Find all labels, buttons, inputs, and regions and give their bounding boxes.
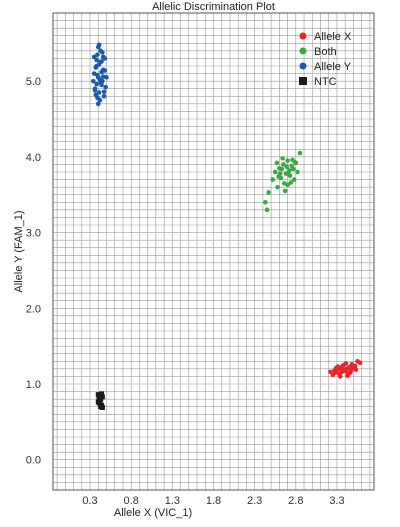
data-point [103, 84, 108, 90]
y-tick-label: 3.0 [26, 228, 41, 240]
data-point [96, 90, 102, 95]
data-point [286, 168, 292, 173]
series-ntc [95, 391, 105, 410]
data-point [100, 74, 106, 79]
x-tick-label: 3.3 [329, 495, 344, 507]
data-point [93, 65, 99, 70]
data-point [99, 59, 104, 64]
y-tick-label: 5.0 [26, 76, 41, 88]
x-tick-label: 1.8 [206, 495, 221, 507]
legend: Allele X Both Allele Y NTC [299, 31, 352, 88]
data-point [99, 394, 105, 400]
data-point [282, 188, 288, 194]
data-point [94, 81, 99, 87]
legend-label: NTC [314, 76, 337, 88]
data-point [95, 101, 101, 107]
data-point [274, 160, 280, 166]
data-point [276, 174, 281, 179]
data-point [291, 166, 296, 172]
x-tick-label: 0.8 [124, 495, 139, 507]
data-point [339, 365, 345, 371]
data-point [279, 166, 285, 172]
data-point [99, 404, 105, 410]
series-allele-y [91, 42, 109, 107]
chart-title: Allelic Discrimination Plot [152, 1, 275, 13]
legend-label: Allele X [314, 31, 352, 43]
data-point [95, 52, 100, 57]
data-point [332, 368, 337, 373]
data-point [96, 42, 102, 48]
y-tick-label: 4.0 [26, 152, 41, 164]
data-point [101, 89, 107, 95]
y-tick-label: 1.0 [26, 379, 41, 391]
data-point [280, 156, 285, 161]
data-point [284, 164, 290, 169]
data-point [100, 54, 106, 60]
data-point [297, 150, 303, 156]
data-point [95, 95, 100, 101]
x-axis-label: Allele X (VIC_1) [114, 507, 192, 519]
data-point [102, 68, 108, 73]
data-point [343, 361, 349, 366]
data-point [95, 72, 100, 78]
data-point [281, 162, 286, 167]
data-point [337, 374, 343, 379]
data-point [353, 367, 359, 372]
y-axis-ticks: 0.0 1.0 2.0 3.0 4.0 5.0 [26, 76, 41, 467]
y-tick-label: 0.0 [26, 455, 41, 467]
data-points [91, 42, 363, 410]
legend-marker [299, 32, 307, 40]
data-point [275, 184, 281, 190]
x-tick-label: 0.3 [82, 495, 97, 507]
plot-frame [52, 12, 375, 491]
data-point [286, 171, 291, 177]
data-point [97, 77, 103, 82]
data-point [295, 169, 300, 175]
data-point [264, 207, 270, 213]
data-point [291, 177, 297, 182]
x-tick-label: 2.8 [288, 495, 303, 507]
data-point [91, 78, 96, 84]
legend-label: Both [314, 46, 337, 58]
data-point [96, 398, 102, 404]
series-both [263, 150, 303, 213]
data-point [101, 93, 107, 99]
series-allele-x [328, 358, 363, 379]
data-point [100, 50, 105, 55]
legend-label: Allele Y [314, 61, 352, 73]
data-point [266, 190, 271, 195]
legend-marker [299, 47, 307, 55]
data-point [347, 370, 353, 375]
x-tick-label: 1.3 [165, 495, 180, 507]
data-point [91, 54, 97, 60]
data-point [288, 180, 294, 185]
data-point [328, 369, 333, 375]
legend-marker [299, 62, 307, 70]
data-point [352, 363, 358, 369]
x-tick-label: 2.3 [247, 495, 262, 507]
data-point [285, 182, 290, 188]
data-point [285, 158, 290, 163]
legend-marker [299, 77, 307, 85]
data-point [263, 199, 268, 205]
data-point [92, 87, 98, 93]
y-axis-label: Allele Y (FAM_1) [13, 210, 25, 292]
data-point [99, 391, 105, 397]
data-point [357, 360, 363, 366]
y-tick-label: 2.0 [26, 303, 41, 315]
data-point [272, 169, 278, 175]
data-point [270, 177, 276, 182]
data-point [290, 157, 295, 163]
x-axis-ticks: 0.3 0.8 1.3 1.8 2.3 2.8 3.3 [82, 495, 344, 507]
